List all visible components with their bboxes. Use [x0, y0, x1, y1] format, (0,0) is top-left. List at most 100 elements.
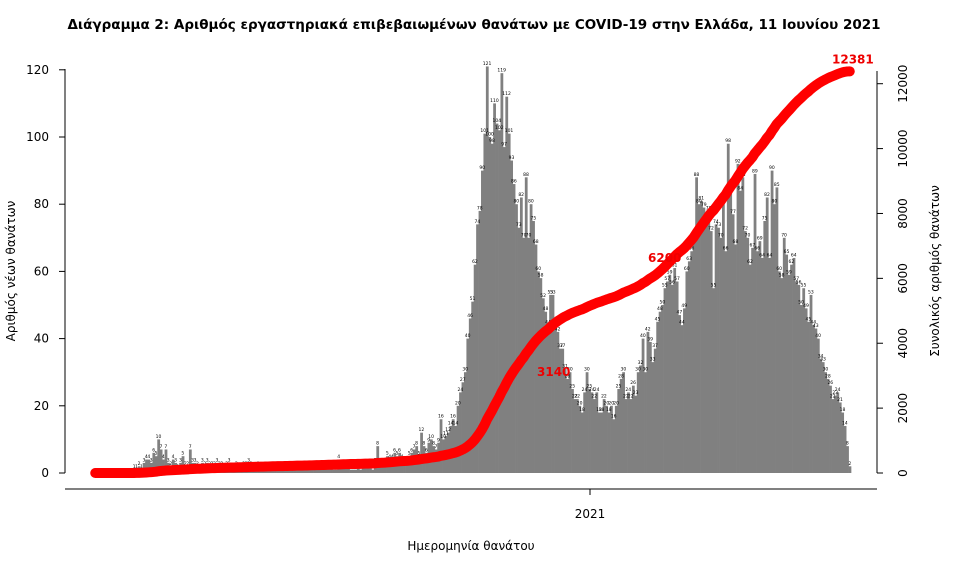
bar-value-label: 61 [672, 263, 678, 269]
bar-value-label: 65 [784, 249, 790, 255]
x-axis: 2021 [65, 488, 877, 521]
cumulative-line-series [90, 66, 855, 478]
bar-value-label: 3 [201, 457, 204, 463]
bar [743, 231, 747, 473]
bar-value-label: 63 [686, 256, 692, 262]
bar [544, 311, 548, 473]
bar [558, 348, 562, 473]
bar-value-label: 16 [611, 414, 617, 420]
bar-value-label: 57 [674, 276, 680, 282]
bar-value-label: 5 [155, 451, 158, 457]
bar [617, 389, 621, 473]
bar-value-label: 23 [832, 390, 838, 396]
bar [456, 405, 460, 473]
bar [639, 365, 643, 473]
bar [361, 466, 365, 473]
bar [403, 462, 406, 473]
bar-value-label: 72 [708, 226, 714, 232]
bar-value-label: 24 [589, 387, 595, 393]
bar [848, 466, 852, 473]
bar [760, 257, 764, 473]
bar-value-label: 12 [419, 427, 425, 433]
bar [831, 399, 835, 473]
bar [741, 177, 745, 473]
bar-value-label: 104 [493, 118, 502, 124]
bar-value-label: 100 [485, 132, 494, 138]
bar-value-label: 9 [427, 437, 430, 443]
bar-value-label: 3 [206, 457, 209, 463]
bar-value-label: 70 [781, 232, 787, 238]
bar [814, 328, 818, 473]
bar [483, 133, 487, 473]
bar-value-label: 3 [215, 457, 218, 463]
left-y-axis-label: Αριθμός νέων θανάτων [4, 200, 18, 341]
bar [683, 308, 686, 473]
bar [278, 469, 282, 473]
bar [804, 308, 808, 473]
bar [493, 103, 496, 474]
bar [836, 392, 840, 473]
bar-value-label: 37 [560, 343, 566, 349]
bar-value-label: 28 [825, 373, 831, 379]
bar-value-label: 18 [599, 407, 605, 413]
left-tick-label: 120 [26, 63, 49, 77]
bar [313, 469, 316, 473]
bar [505, 96, 509, 474]
bar [724, 251, 728, 473]
x-axis-label: Ημερομηνία θανάτου [407, 539, 534, 553]
bar-value-label: 72 [742, 226, 748, 232]
bar-value-label: 42 [555, 326, 561, 332]
bar-value-label: 24 [835, 387, 841, 393]
bar [826, 378, 830, 473]
bar [792, 257, 796, 473]
bar [405, 462, 409, 473]
bar-value-label: 27 [460, 377, 466, 383]
bar-value-label: 24 [582, 387, 588, 393]
bar [342, 466, 346, 473]
bar-value-label: 75 [762, 216, 768, 222]
bar [451, 419, 455, 473]
bar [675, 281, 679, 473]
bar-value-label: 4 [337, 454, 340, 460]
bar-value-label: 30 [584, 367, 590, 373]
bar-value-label: 81 [698, 195, 704, 201]
bar-value-label: 33 [820, 357, 826, 363]
bar [648, 341, 652, 473]
bar [807, 321, 810, 473]
bar [502, 147, 506, 473]
left-y-axis: 0 20 40 60 80 100 120 [26, 63, 66, 480]
bar [439, 419, 443, 473]
bar-value-label: 22 [591, 394, 597, 400]
bar [780, 278, 784, 473]
bar-value-label: 60 [684, 266, 690, 272]
bar-value-label: 51 [470, 296, 476, 302]
bar [356, 466, 360, 473]
bar-value-label: 57 [664, 276, 670, 282]
bar [678, 315, 681, 473]
bar [816, 338, 820, 473]
bar-value-label: 73 [516, 222, 522, 228]
bar-value-label: 62 [788, 259, 794, 265]
bar [802, 288, 806, 473]
bar [824, 372, 828, 473]
bar-value-label: 70 [521, 232, 527, 238]
bar-value-label: 2 [169, 461, 172, 467]
bar-value-label: 1 [133, 464, 136, 470]
bar [775, 187, 779, 473]
bar-value-label: 3 [228, 457, 231, 463]
bar [347, 466, 350, 473]
bar [765, 197, 769, 474]
right-tick-label: 10000 [896, 129, 910, 167]
bar [332, 469, 336, 473]
bar-value-label: 98 [725, 138, 731, 144]
bar-value-label: 21 [837, 397, 843, 403]
bar-value-label: 59 [667, 269, 673, 275]
bar [668, 274, 672, 473]
bar-value-label: 102 [495, 125, 504, 131]
bar-value-label: 101 [505, 128, 514, 134]
bar-value-label: 30 [823, 367, 829, 373]
bar-value-label: 4 [147, 454, 150, 460]
bar [271, 469, 275, 473]
bar [746, 237, 750, 473]
